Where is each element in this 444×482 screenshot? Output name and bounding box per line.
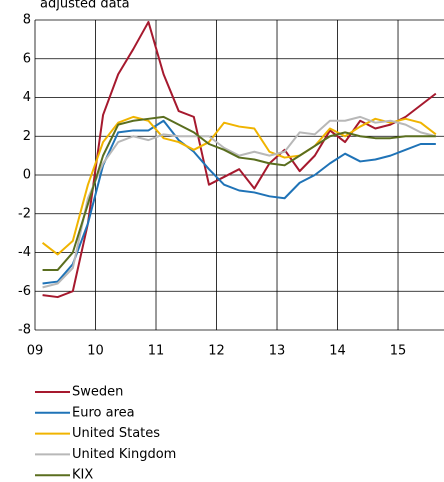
y-tick-label: -8 xyxy=(18,323,31,338)
series-line xyxy=(42,115,436,271)
y-tick-label: 8 xyxy=(23,13,31,28)
y-tick-label: 4 xyxy=(23,90,31,105)
y-tick-label: -4 xyxy=(18,245,31,260)
y-tick-label: -6 xyxy=(18,284,31,299)
plot-lines xyxy=(41,20,437,299)
y-tick-label: 6 xyxy=(23,51,31,66)
y-tick-label: -2 xyxy=(18,206,31,221)
series-line xyxy=(42,119,436,285)
y-tick-label: 2 xyxy=(23,129,31,144)
x-tick-label: 13 xyxy=(269,344,286,359)
legend-label: Euro area xyxy=(72,405,135,420)
series-line xyxy=(42,20,437,299)
legend-label: Sweden xyxy=(72,385,123,400)
x-tick-label: 15 xyxy=(390,344,407,359)
legend-label: United Kingdom xyxy=(72,447,176,462)
x-tick-label: 14 xyxy=(329,344,346,359)
series-line xyxy=(42,115,437,289)
chart-title: adjusted data xyxy=(40,0,130,12)
x-tick-label: 10 xyxy=(87,344,104,359)
y-tick-label: 0 xyxy=(23,168,31,183)
x-tick-label: 09 xyxy=(27,344,44,359)
legend-label: KIX xyxy=(72,468,93,482)
x-tick-label: 11 xyxy=(148,344,165,359)
x-tick-label: 12 xyxy=(208,344,225,359)
legend-label: United States xyxy=(72,426,160,441)
